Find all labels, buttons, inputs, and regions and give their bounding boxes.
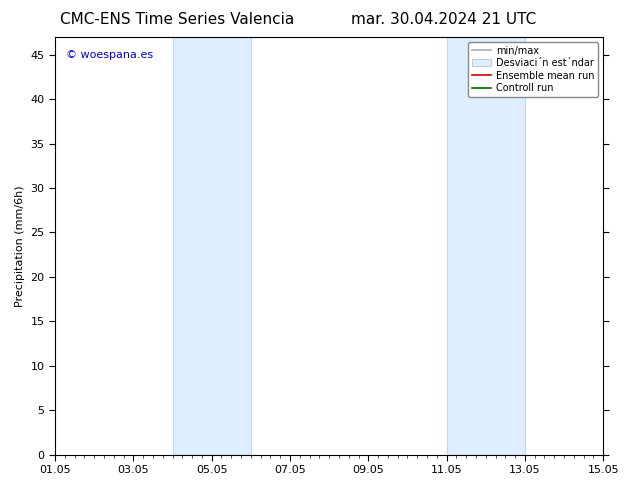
Text: CMC-ENS Time Series Valencia: CMC-ENS Time Series Valencia (60, 12, 295, 27)
Bar (172, 37, 251, 455)
Text: © woespana.es: © woespana.es (66, 49, 153, 60)
Y-axis label: Precipitation (mm/6h): Precipitation (mm/6h) (15, 185, 25, 307)
Legend: min/max, Desviaci´n est´ndar, Ensemble mean run, Controll run: min/max, Desviaci´n est´ndar, Ensemble m… (468, 42, 598, 97)
Text: mar. 30.04.2024 21 UTC: mar. 30.04.2024 21 UTC (351, 12, 536, 27)
Bar (446, 37, 525, 455)
